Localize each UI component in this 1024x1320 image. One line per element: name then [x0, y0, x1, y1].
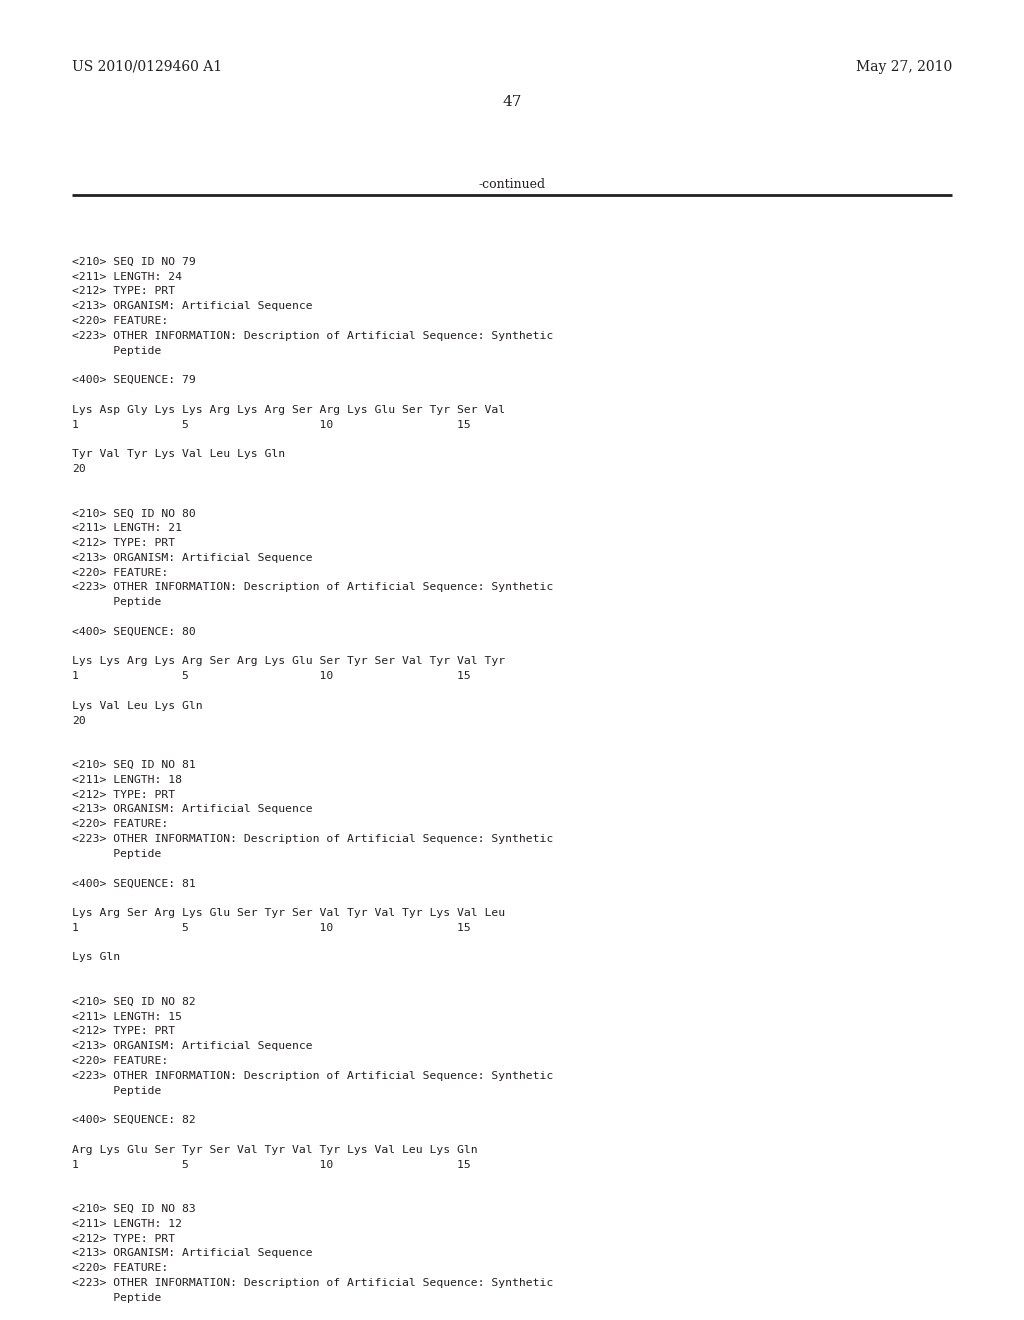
Text: <213> ORGANISM: Artificial Sequence: <213> ORGANISM: Artificial Sequence	[72, 1041, 312, 1051]
Text: <400> SEQUENCE: 81: <400> SEQUENCE: 81	[72, 878, 196, 888]
Text: <210> SEQ ID NO 81: <210> SEQ ID NO 81	[72, 760, 196, 770]
Text: May 27, 2010: May 27, 2010	[856, 59, 952, 74]
Text: Lys Arg Ser Arg Lys Glu Ser Tyr Ser Val Tyr Val Tyr Lys Val Leu: Lys Arg Ser Arg Lys Glu Ser Tyr Ser Val …	[72, 908, 505, 917]
Text: Peptide: Peptide	[72, 597, 162, 607]
Text: <400> SEQUENCE: 80: <400> SEQUENCE: 80	[72, 627, 196, 636]
Text: <212> TYPE: PRT: <212> TYPE: PRT	[72, 286, 175, 297]
Text: <213> ORGANISM: Artificial Sequence: <213> ORGANISM: Artificial Sequence	[72, 553, 312, 562]
Text: 47: 47	[503, 95, 521, 110]
Text: <210> SEQ ID NO 83: <210> SEQ ID NO 83	[72, 1204, 196, 1214]
Text: <220> FEATURE:: <220> FEATURE:	[72, 315, 168, 326]
Text: <220> FEATURE:: <220> FEATURE:	[72, 820, 168, 829]
Text: <212> TYPE: PRT: <212> TYPE: PRT	[72, 539, 175, 548]
Text: <212> TYPE: PRT: <212> TYPE: PRT	[72, 1027, 175, 1036]
Text: 1               5                   10                  15: 1 5 10 15	[72, 1159, 471, 1170]
Text: Lys Gln: Lys Gln	[72, 953, 120, 962]
Text: <400> SEQUENCE: 79: <400> SEQUENCE: 79	[72, 375, 196, 385]
Text: <211> LENGTH: 15: <211> LENGTH: 15	[72, 1011, 182, 1022]
Text: 1               5                   10                  15: 1 5 10 15	[72, 420, 471, 429]
Text: <212> TYPE: PRT: <212> TYPE: PRT	[72, 1234, 175, 1243]
Text: <211> LENGTH: 24: <211> LENGTH: 24	[72, 272, 182, 281]
Text: <223> OTHER INFORMATION: Description of Artificial Sequence: Synthetic: <223> OTHER INFORMATION: Description of …	[72, 582, 553, 593]
Text: <212> TYPE: PRT: <212> TYPE: PRT	[72, 789, 175, 800]
Text: <223> OTHER INFORMATION: Description of Artificial Sequence: Synthetic: <223> OTHER INFORMATION: Description of …	[72, 834, 553, 843]
Text: <211> LENGTH: 18: <211> LENGTH: 18	[72, 775, 182, 785]
Text: Lys Asp Gly Lys Lys Arg Lys Arg Ser Arg Lys Glu Ser Tyr Ser Val: Lys Asp Gly Lys Lys Arg Lys Arg Ser Arg …	[72, 405, 505, 414]
Text: -continued: -continued	[478, 178, 546, 191]
Text: <210> SEQ ID NO 80: <210> SEQ ID NO 80	[72, 508, 196, 519]
Text: US 2010/0129460 A1: US 2010/0129460 A1	[72, 59, 222, 74]
Text: Peptide: Peptide	[72, 849, 162, 859]
Text: <220> FEATURE:: <220> FEATURE:	[72, 1056, 168, 1067]
Text: Peptide: Peptide	[72, 1085, 162, 1096]
Text: Lys Lys Arg Lys Arg Ser Arg Lys Glu Ser Tyr Ser Val Tyr Val Tyr: Lys Lys Arg Lys Arg Ser Arg Lys Glu Ser …	[72, 656, 505, 667]
Text: 20: 20	[72, 715, 86, 726]
Text: <400> SEQUENCE: 82: <400> SEQUENCE: 82	[72, 1115, 196, 1125]
Text: <211> LENGTH: 12: <211> LENGTH: 12	[72, 1218, 182, 1229]
Text: Arg Lys Glu Ser Tyr Ser Val Tyr Val Tyr Lys Val Leu Lys Gln: Arg Lys Glu Ser Tyr Ser Val Tyr Val Tyr …	[72, 1144, 477, 1155]
Text: <220> FEATURE:: <220> FEATURE:	[72, 1263, 168, 1274]
Text: <210> SEQ ID NO 82: <210> SEQ ID NO 82	[72, 997, 196, 1007]
Text: Peptide: Peptide	[72, 346, 162, 355]
Text: <223> OTHER INFORMATION: Description of Artificial Sequence: Synthetic: <223> OTHER INFORMATION: Description of …	[72, 331, 553, 341]
Text: Tyr Val Tyr Lys Val Leu Lys Gln: Tyr Val Tyr Lys Val Leu Lys Gln	[72, 449, 285, 459]
Text: <213> ORGANISM: Artificial Sequence: <213> ORGANISM: Artificial Sequence	[72, 804, 312, 814]
Text: <220> FEATURE:: <220> FEATURE:	[72, 568, 168, 578]
Text: Lys Val Leu Lys Gln: Lys Val Leu Lys Gln	[72, 701, 203, 710]
Text: Peptide: Peptide	[72, 1292, 162, 1303]
Text: <223> OTHER INFORMATION: Description of Artificial Sequence: Synthetic: <223> OTHER INFORMATION: Description of …	[72, 1071, 553, 1081]
Text: 1               5                   10                  15: 1 5 10 15	[72, 671, 471, 681]
Text: 1               5                   10                  15: 1 5 10 15	[72, 923, 471, 933]
Text: <211> LENGTH: 21: <211> LENGTH: 21	[72, 523, 182, 533]
Text: 20: 20	[72, 465, 86, 474]
Text: <210> SEQ ID NO 79: <210> SEQ ID NO 79	[72, 257, 196, 267]
Text: <223> OTHER INFORMATION: Description of Artificial Sequence: Synthetic: <223> OTHER INFORMATION: Description of …	[72, 1278, 553, 1288]
Text: <213> ORGANISM: Artificial Sequence: <213> ORGANISM: Artificial Sequence	[72, 1249, 312, 1258]
Text: <213> ORGANISM: Artificial Sequence: <213> ORGANISM: Artificial Sequence	[72, 301, 312, 312]
